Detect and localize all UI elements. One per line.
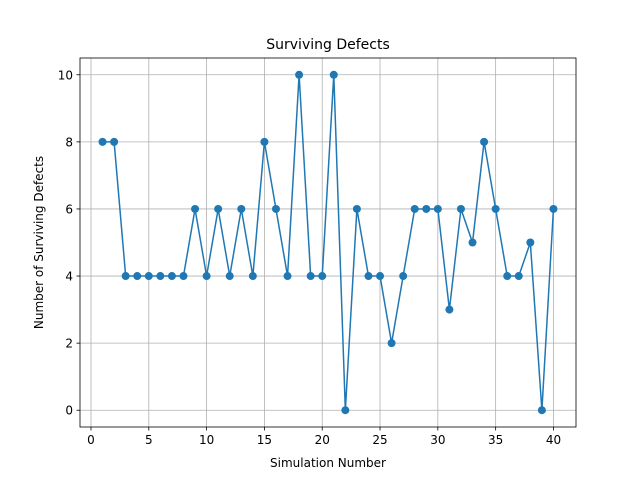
plot-area-frame [79, 57, 577, 428]
x-axis-label: Simulation Number [270, 456, 386, 470]
data-point [399, 272, 408, 281]
x-tick-label: 5 [145, 433, 153, 447]
data-point [283, 272, 292, 281]
x-tick-label: 15 [257, 433, 272, 447]
x-tick-label: 25 [372, 433, 387, 447]
x-tick-label: 30 [430, 433, 445, 447]
data-point [237, 204, 246, 213]
y-axis-label: Number of Surviving Defects [32, 156, 46, 329]
data-point [537, 406, 546, 415]
y-tick-label: 2 [65, 337, 73, 351]
data-point [144, 272, 153, 281]
data-point [549, 204, 558, 213]
data-point [225, 272, 234, 281]
data-point [271, 204, 280, 213]
data-point [318, 272, 327, 281]
y-tick-label: 0 [65, 404, 73, 418]
data-point [133, 272, 142, 281]
y-tick-label: 10 [58, 68, 73, 82]
data-point [445, 305, 454, 314]
data-point [422, 204, 431, 213]
x-tick-label: 20 [315, 433, 330, 447]
y-tick-label: 8 [65, 135, 73, 149]
data-point [248, 272, 257, 281]
data-point [376, 272, 385, 281]
x-tick-label: 0 [87, 433, 95, 447]
data-point [456, 204, 465, 213]
data-point [179, 272, 188, 281]
data-point [329, 70, 338, 79]
series-line [102, 74, 555, 411]
y-tick-label: 6 [65, 202, 73, 216]
data-point [352, 204, 361, 213]
data-point [306, 272, 315, 281]
grid [80, 58, 576, 427]
data-point [503, 272, 512, 281]
data-point [295, 70, 304, 79]
data-point [214, 204, 223, 213]
data-point [167, 272, 176, 281]
data-point [480, 137, 489, 146]
data-point [121, 272, 130, 281]
x-tick-label: 10 [199, 433, 214, 447]
data-point [364, 272, 373, 281]
data-point [491, 204, 500, 213]
x-tick-label: 35 [488, 433, 503, 447]
data-point [110, 137, 119, 146]
data-point [202, 272, 211, 281]
data-point [341, 406, 350, 415]
data-point [410, 204, 419, 213]
data-point [514, 272, 523, 281]
data-point [260, 137, 269, 146]
data-point [191, 204, 200, 213]
data-point [387, 339, 396, 348]
data-point [156, 272, 165, 281]
data-point [526, 238, 535, 247]
x-tick-label: 40 [546, 433, 561, 447]
data-point [98, 137, 107, 146]
chart-title: Surviving Defects [266, 37, 390, 53]
series-layer [98, 70, 558, 415]
data-point [468, 238, 477, 247]
y-tick-label: 4 [65, 270, 73, 284]
axes: 0 5 10 15 20 25 30 35 40 0 2 4 6 8 10 [58, 68, 561, 447]
data-point [433, 204, 442, 213]
